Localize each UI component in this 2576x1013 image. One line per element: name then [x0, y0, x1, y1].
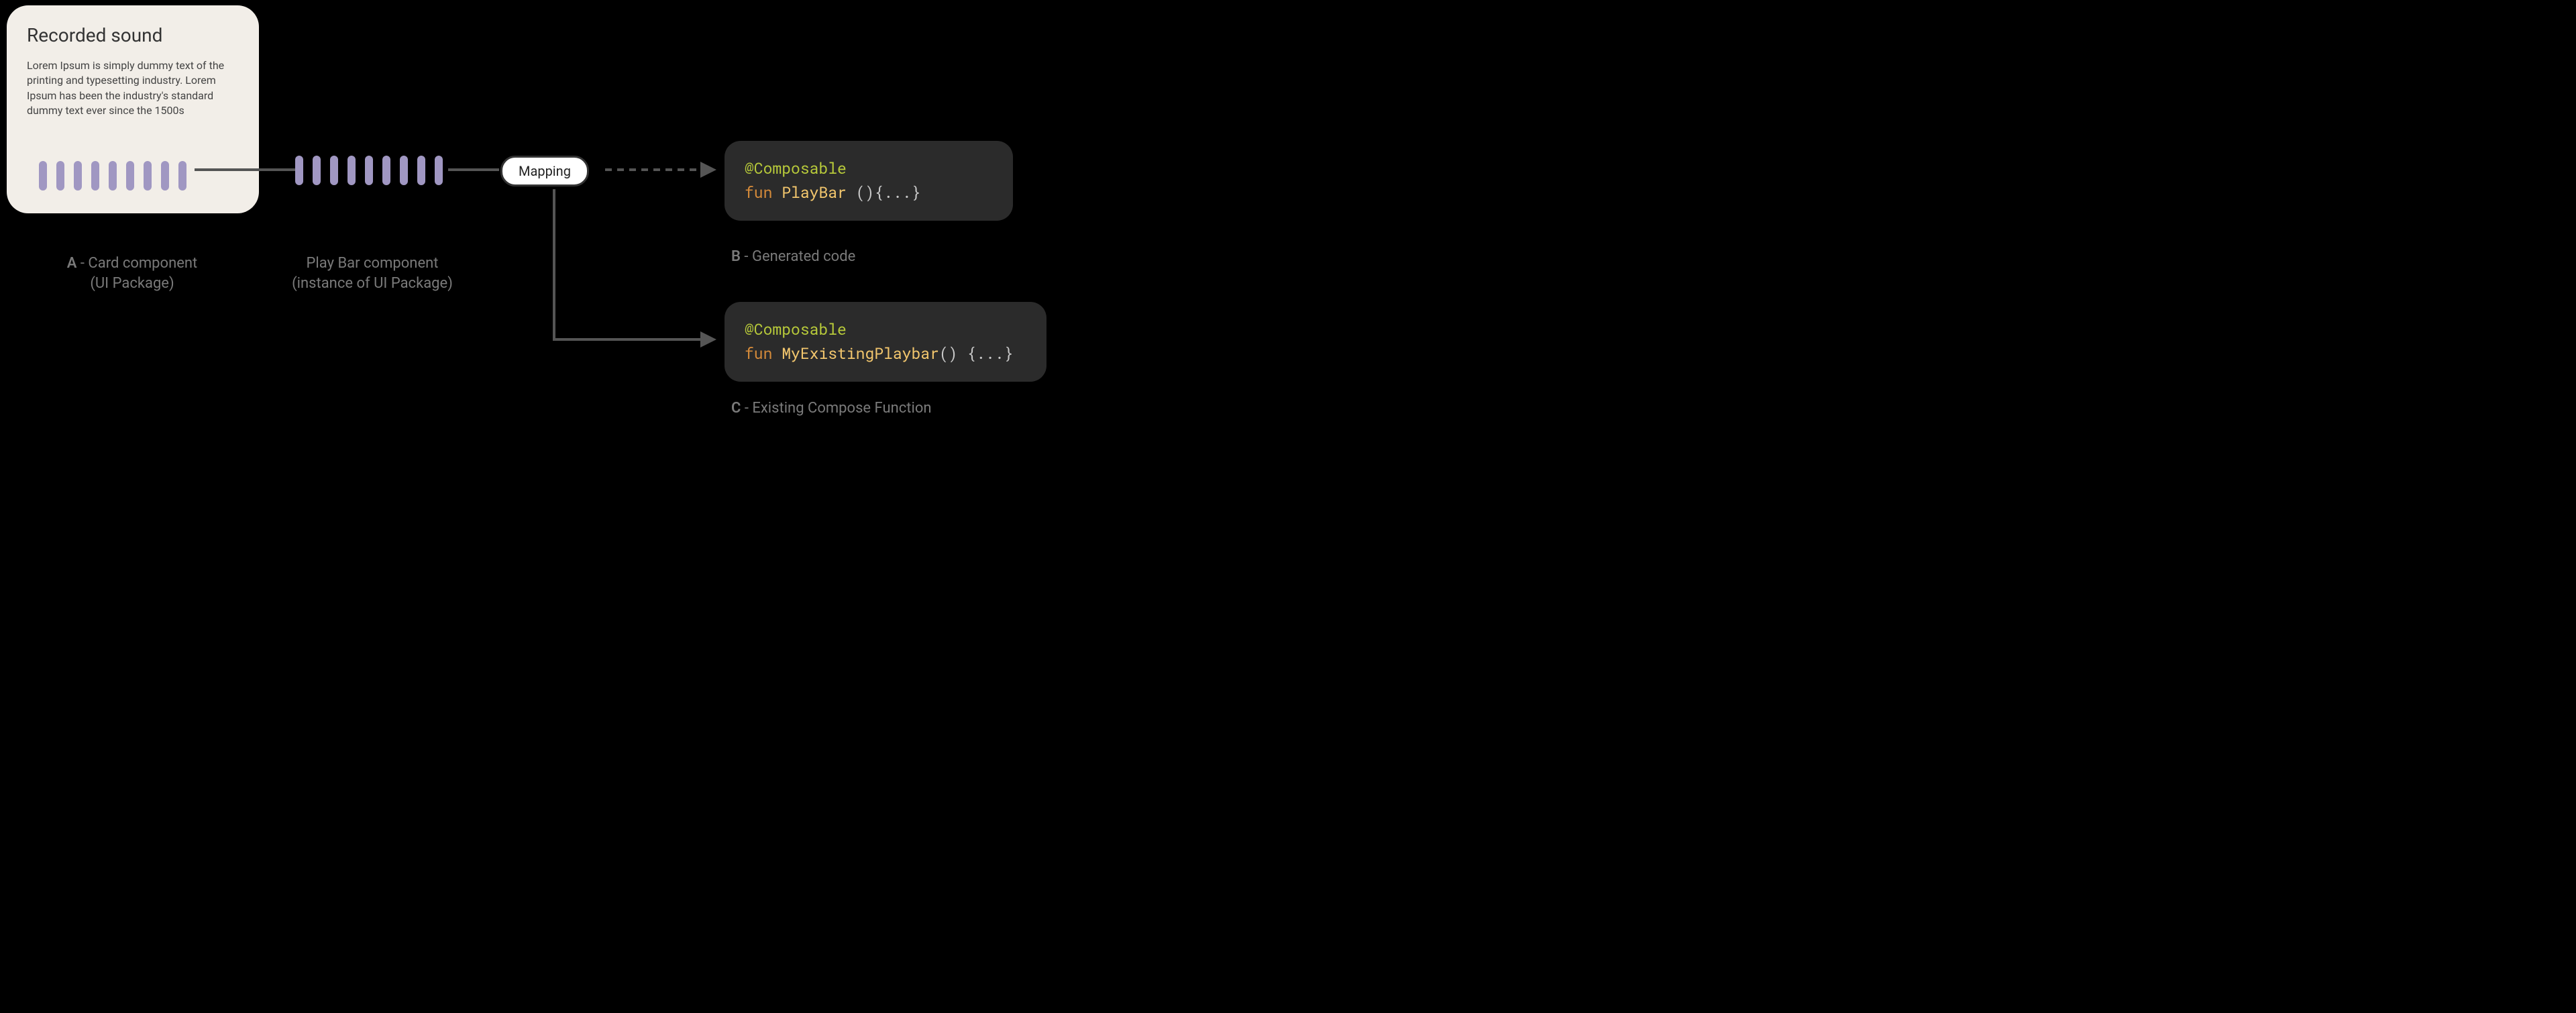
wave-bar-icon	[347, 156, 356, 185]
code-annotation: @Composable	[745, 158, 847, 178]
label-a-letter: A	[67, 255, 77, 272]
label-a-text: - Card component	[76, 255, 197, 272]
code-funcname: PlayBar	[782, 182, 847, 203]
label-playbar: Play Bar component (instance of UI Packa…	[268, 254, 476, 293]
code-annotation: @Composable	[745, 319, 847, 339]
label-playbar-line2: (instance of UI Package)	[268, 274, 476, 294]
code-funcname: MyExistingPlaybar	[782, 343, 939, 364]
wave-bar-icon	[382, 156, 390, 185]
wave-bar-icon	[313, 156, 321, 185]
card-body: Lorem Ipsum is simply dummy text of the …	[27, 58, 239, 119]
wave-bar-icon	[144, 161, 152, 191]
code-tail: (){...}	[847, 182, 920, 203]
label-b-text: - Generated code	[741, 248, 855, 265]
wave-bar-icon	[400, 156, 408, 185]
label-c-text: - Existing Compose Function	[741, 400, 931, 417]
label-b-letter: B	[731, 248, 741, 265]
mapping-pill: Mapping	[500, 156, 589, 186]
existing-code-block: @Composable fun MyExistingPlaybar() {...…	[724, 302, 1046, 382]
playbar-instance	[295, 156, 443, 185]
connector-mapping-to-existing	[554, 189, 714, 339]
wave-bar-icon	[109, 161, 117, 191]
wave-bar-icon	[365, 156, 373, 185]
wave-bar-icon	[178, 161, 186, 191]
label-c: C - Existing Compose Function	[731, 398, 1033, 419]
label-a: A - Card component (UI Package)	[28, 254, 236, 293]
label-playbar-line1: Play Bar component	[268, 254, 476, 274]
wave-bar-icon	[91, 161, 99, 191]
wave-bar-icon	[126, 161, 134, 191]
card-title: Recorded sound	[27, 24, 239, 46]
label-c-letter: C	[731, 400, 741, 417]
wave-bar-icon	[435, 156, 443, 185]
label-b: B - Generated code	[731, 247, 932, 267]
code-tail: () {...}	[939, 343, 1013, 364]
wave-bar-icon	[74, 161, 82, 191]
card-component: Recorded sound Lorem Ipsum is simply dum…	[7, 5, 259, 213]
code-keyword: fun	[745, 182, 772, 203]
label-a-sub: (UI Package)	[28, 274, 236, 294]
wave-bar-icon	[330, 156, 338, 185]
card-wave-bars	[39, 161, 186, 191]
wave-bar-icon	[295, 156, 303, 185]
wave-bar-icon	[161, 161, 169, 191]
wave-bar-icon	[56, 161, 64, 191]
wave-bar-icon	[39, 161, 47, 191]
generated-code-block: @Composable fun PlayBar (){...}	[724, 141, 1013, 221]
wave-bar-icon	[417, 156, 425, 185]
code-keyword: fun	[745, 343, 772, 364]
